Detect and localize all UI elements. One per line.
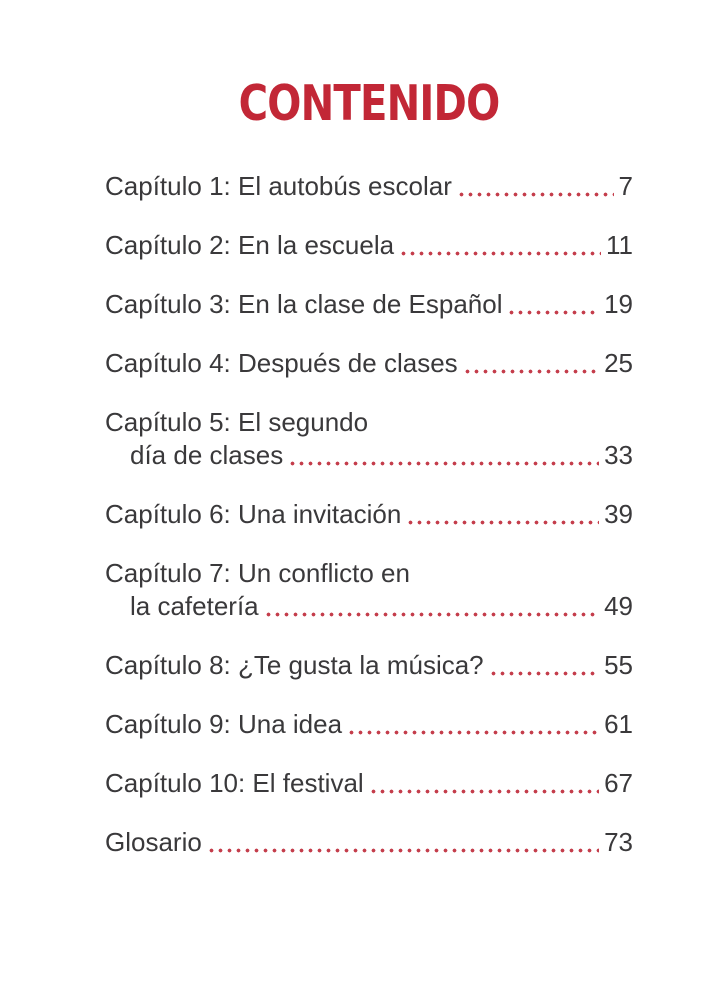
page-number: 19 xyxy=(604,289,633,319)
toc-entry-capitulo-5: Capítulo 5: El segundo día de clases 33 xyxy=(105,406,633,472)
page-number: 55 xyxy=(604,650,633,680)
toc-entry-capitulo-10: Capítulo 10: El festival 67 xyxy=(105,767,633,800)
contents-page: CONTENIDO Capítulo 1: El autobús escolar… xyxy=(105,78,633,885)
dot-leader xyxy=(408,519,600,526)
page-number: 39 xyxy=(604,499,633,529)
chapter-label: Capítulo 4: Después de clases xyxy=(105,348,458,378)
chapter-label: Capítulo 2: En la escuela xyxy=(105,230,395,260)
dot-leader xyxy=(458,191,614,198)
dot-leader xyxy=(490,670,600,677)
chapter-label-line2: día de clases xyxy=(130,440,284,470)
chapter-label: Capítulo 3: En la clase de Español xyxy=(105,289,503,319)
dot-leader xyxy=(290,460,600,467)
dot-leader xyxy=(349,729,600,736)
chapter-label-line1: Capítulo 7: Un conflicto en xyxy=(105,558,410,588)
table-of-contents: Capítulo 1: El autobús escolar 7 Capítul… xyxy=(105,170,633,859)
chapter-label: Capítulo 10: El festival xyxy=(105,768,364,798)
chapter-label: Glosario xyxy=(105,827,202,857)
dot-leader xyxy=(370,788,600,795)
page-number: 7 xyxy=(618,171,633,201)
toc-entry-capitulo-1: Capítulo 1: El autobús escolar 7 xyxy=(105,170,633,203)
toc-entry-capitulo-4: Capítulo 4: Después de clases 25 xyxy=(105,347,633,380)
page-number: 73 xyxy=(604,827,633,857)
dot-leader xyxy=(464,368,600,375)
chapter-label: Capítulo 8: ¿Te gusta la música? xyxy=(105,650,484,680)
toc-entry-glosario: Glosario 73 xyxy=(105,826,633,859)
dot-leader xyxy=(265,611,600,618)
page-number: 61 xyxy=(604,709,633,739)
toc-entry-capitulo-9: Capítulo 9: Una idea 61 xyxy=(105,708,633,741)
chapter-label: Capítulo 1: El autobús escolar xyxy=(105,171,452,201)
dot-leader xyxy=(401,250,601,257)
toc-entry-capitulo-2: Capítulo 2: En la escuela 11 xyxy=(105,229,633,262)
page-number: 33 xyxy=(604,440,633,470)
chapter-label-line2: la cafetería xyxy=(130,591,259,621)
toc-entry-capitulo-7: Capítulo 7: Un conflicto en la cafetería… xyxy=(105,557,633,623)
page-number: 11 xyxy=(606,230,633,260)
page-number: 67 xyxy=(604,768,633,798)
dot-leader xyxy=(208,847,600,854)
page-number: 25 xyxy=(604,348,633,378)
chapter-label: Capítulo 9: Una idea xyxy=(105,709,343,739)
chapter-label-line1: Capítulo 5: El segundo xyxy=(105,407,369,437)
page-number: 49 xyxy=(604,591,633,621)
toc-entry-capitulo-6: Capítulo 6: Una invitación 39 xyxy=(105,498,633,531)
toc-entry-capitulo-3: Capítulo 3: En la clase de Español 19 xyxy=(105,288,633,321)
toc-entry-capitulo-8: Capítulo 8: ¿Te gusta la música? 55 xyxy=(105,649,633,682)
chapter-label: Capítulo 6: Una invitación xyxy=(105,499,402,529)
dot-leader xyxy=(509,309,600,316)
page-title: CONTENIDO xyxy=(238,75,501,132)
